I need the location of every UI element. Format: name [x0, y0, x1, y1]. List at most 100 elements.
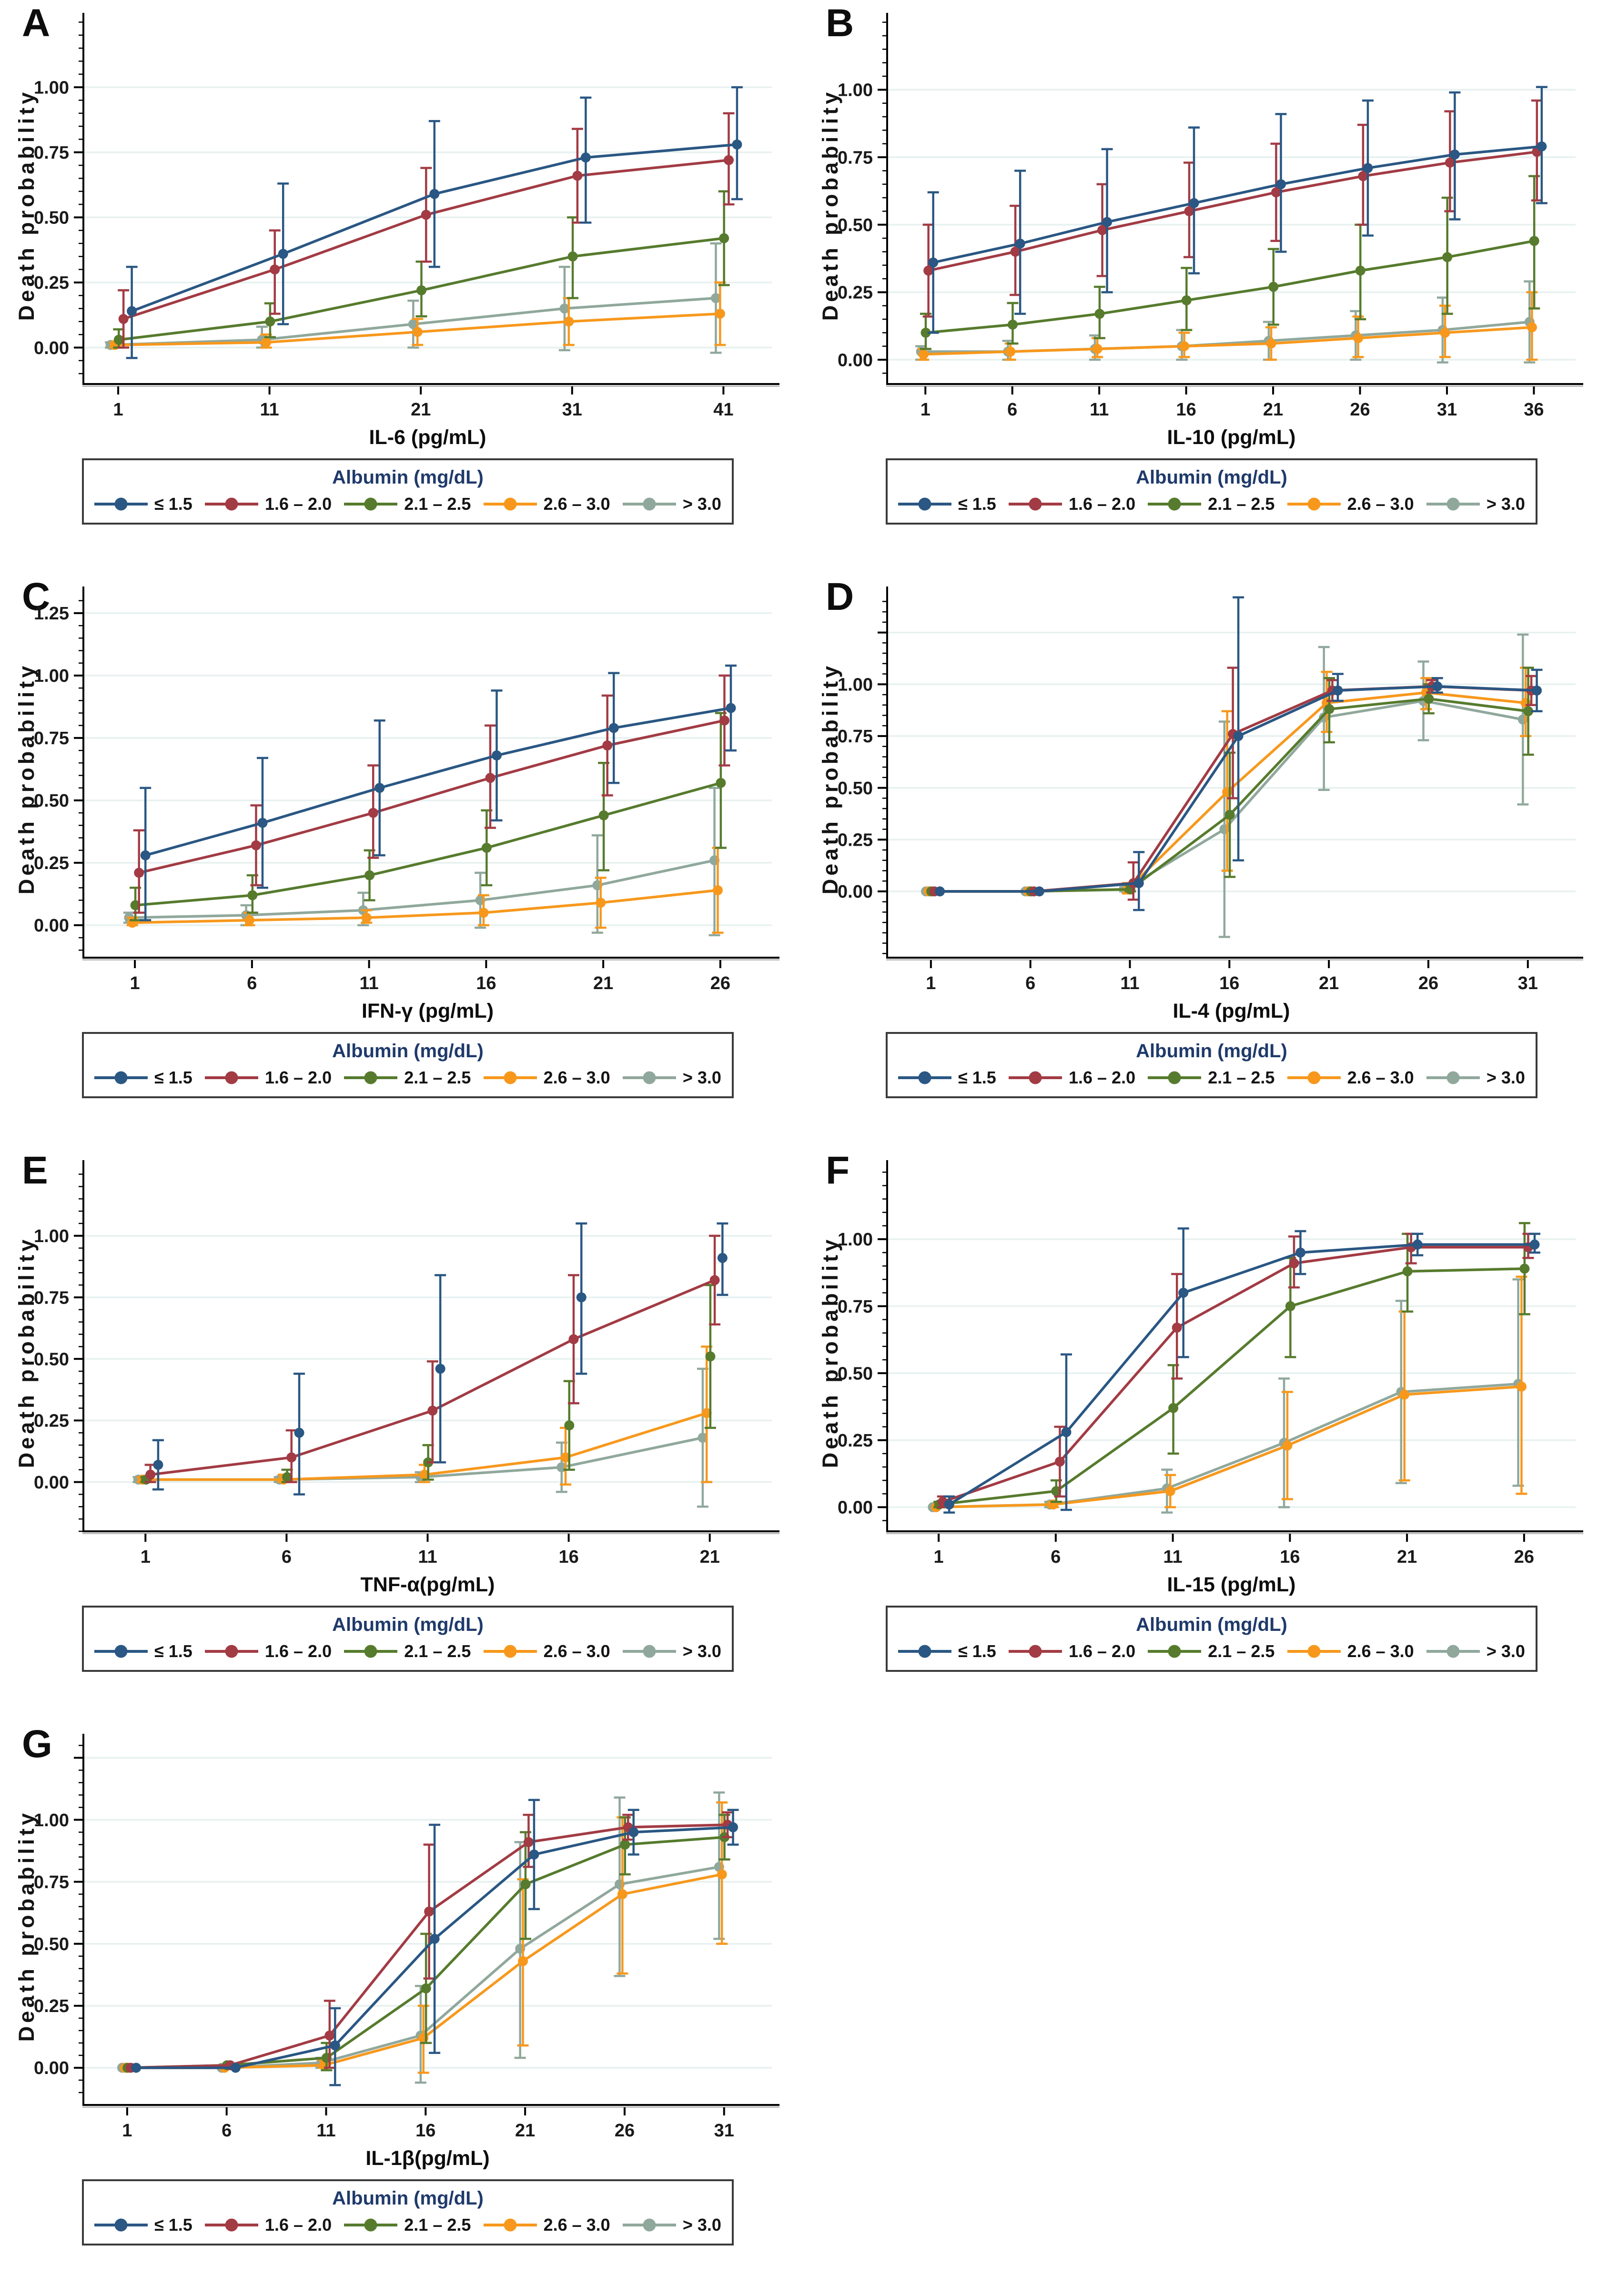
legend-line-marker-icon: [1287, 497, 1341, 511]
legend-box: Albumin (mg/dL) ≤ 1.5 1.6 – 2.0 2.1 – 2.5 2…: [886, 458, 1537, 525]
x-axis-title: IFN-γ (pg/mL): [362, 1000, 494, 1022]
panel-d: D Death probability 0.00 0.25 0.50 0.75 1.00…: [804, 574, 1608, 1147]
series-> 3.0: [132, 1367, 708, 1508]
legend-title: Albumin (mg/dL): [1136, 1041, 1287, 1062]
legend-item-label: > 3.0: [682, 1068, 721, 1087]
x-tick-label: 26: [1514, 1547, 1534, 1567]
x-tick-label: 16: [1219, 973, 1239, 993]
panel-f: F Death probability 0.00 0.25 0.50 0.75 1.00…: [804, 1147, 1608, 1721]
y-tick-label: 0.00: [838, 1498, 873, 1518]
x-tick-label: 11: [1163, 1547, 1183, 1567]
legend-item-label: 2.1 – 2.5: [404, 494, 471, 514]
x-axis-title: IL-6 (pg/mL): [369, 426, 486, 449]
x-tick-label: 31: [1518, 973, 1538, 993]
legend-item-1: 1.6 – 2.0: [204, 2215, 332, 2235]
plot-area-ifng: 0.000.250.500.751.001.251 6 11 16 21 26IFN-γ …: [34, 587, 779, 1022]
legend-line-marker-icon: [204, 1071, 258, 1084]
x-tick-label: 31: [714, 2121, 734, 2141]
legend-line-marker-icon: [898, 497, 951, 511]
legend-item-3: 2.6 – 3.0: [1287, 494, 1414, 514]
y-tick-label: 0.25: [34, 1411, 69, 1431]
x-tick-label: 1: [934, 1547, 944, 1567]
legend-item-label: 2.6 – 3.0: [1347, 494, 1414, 514]
legend-line-marker-icon: [1426, 1645, 1480, 1658]
legend-items: ≤ 1.5 1.6 – 2.0 2.1 – 2.5 2.6 – 3.0 > 3.0: [94, 494, 721, 514]
x-tick-label: 21: [1263, 400, 1283, 420]
x-tick-label: 11: [1120, 973, 1139, 993]
legend-items: ≤ 1.5 1.6 – 2.0 2.1 – 2.5 2.6 – 3.0 > 3.0: [898, 1641, 1525, 1661]
series-≤ 1.5: [140, 664, 737, 921]
x-tick-label: 6: [1025, 973, 1035, 993]
x-tick-label: 31: [562, 400, 582, 420]
x-tick-label: 1: [113, 400, 123, 420]
legend-item-label: 2.6 – 3.0: [1347, 1641, 1414, 1661]
y-tick-label: 0.75: [34, 1872, 69, 1892]
legend-item-2: 2.1 – 2.5: [344, 1068, 471, 1088]
legend-line-marker-icon: [344, 1071, 398, 1084]
x-axis-title: TNF-α(pg/mL): [361, 1573, 495, 1596]
series-2.1 – 2.5: [920, 175, 1540, 350]
legend-item-label: 2.6 – 3.0: [543, 1068, 610, 1087]
x-tick-label: 1: [926, 973, 936, 993]
x-tick-label: 6: [282, 1547, 292, 1567]
panel-f-label: F: [826, 1149, 850, 1192]
x-tick-label: 16: [558, 1547, 578, 1567]
y-tick-label: 0.75: [838, 148, 873, 168]
y-tick-label: 0.25: [34, 1996, 69, 2016]
legend-item-2: 2.1 – 2.5: [1148, 1641, 1274, 1661]
series-> 3.0: [123, 787, 720, 937]
x-tick-label: 6: [222, 2121, 232, 2141]
legend-title: Albumin (mg/dL): [1136, 467, 1287, 488]
legend-item-label: ≤ 1.5: [154, 494, 192, 514]
panel-g: G Death probability 0.00 0.25 0.50 0.75 1.00…: [0, 1721, 804, 2295]
plot-area-il1b: 0.000.250.500.751.001 6 11 16 21 26 31IL-1β(pg…: [34, 1734, 779, 2170]
y-tick-label: 1.00: [838, 675, 873, 695]
y-tick-label: 0.75: [838, 1297, 873, 1317]
x-tick-label: 36: [1524, 400, 1544, 420]
x-tick-label: 41: [713, 400, 733, 420]
series-≤ 1.5: [152, 1222, 728, 1496]
legend-title: Albumin (mg/dL): [332, 2188, 484, 2209]
legend-item-label: 1.6 – 2.0: [264, 2215, 332, 2235]
legend-title: Albumin (mg/dL): [332, 1614, 484, 1635]
legend-line-marker-icon: [622, 497, 676, 511]
panel-c-label: C: [22, 575, 51, 618]
y-tick-label: 0.50: [34, 208, 69, 228]
panel-a-label: A: [22, 1, 51, 45]
y-tick-label: 1.00: [34, 78, 69, 98]
series-2.1 – 2.5: [113, 190, 730, 349]
y-tick-label: 0.00: [34, 1473, 69, 1493]
x-tick-label: 1: [122, 2121, 132, 2141]
series-≤ 1.5: [927, 86, 1547, 334]
legend-item-3: 2.6 – 3.0: [483, 494, 610, 514]
legend-line-marker-icon: [483, 2218, 537, 2232]
legend-item-label: 2.1 – 2.5: [404, 2215, 471, 2235]
legend-item-label: 1.6 – 2.0: [1068, 494, 1136, 514]
y-tick-label: 0.00: [838, 882, 873, 902]
panel-d-label: D: [826, 575, 854, 618]
legend-box: Albumin (mg/dL) ≤ 1.5 1.6 – 2.0 2.1 – 2.5 2…: [82, 2179, 734, 2245]
panel-a: A Death probability 0.00 0.25 0.50 0.75 1.00…: [0, 0, 804, 574]
legend-item-label: 1.6 – 2.0: [264, 1641, 332, 1661]
x-tick-label: 16: [415, 2121, 435, 2141]
legend-item-4: > 3.0: [622, 494, 721, 514]
legend-item-4: > 3.0: [622, 2215, 721, 2235]
legend-line-marker-icon: [1426, 1071, 1480, 1084]
legend-item-1: 1.6 – 2.0: [204, 1068, 332, 1088]
y-tick-label: 0.50: [838, 1364, 873, 1384]
legend-item-label: 1.6 – 2.0: [1068, 1068, 1136, 1087]
legend-item-label: 1.6 – 2.0: [1068, 1641, 1136, 1661]
legend-line-marker-icon: [1287, 1071, 1341, 1084]
legend-item-4: > 3.0: [1426, 1068, 1525, 1088]
series-2.1 – 2.5: [140, 1284, 716, 1485]
legend-line-marker-icon: [1008, 1645, 1062, 1658]
x-tick-label: 21: [515, 2121, 535, 2141]
legend-item-0: ≤ 1.5: [898, 1068, 996, 1088]
legend-line-marker-icon: [622, 1645, 676, 1658]
y-tick-label: 0.00: [34, 916, 69, 936]
legend-box: Albumin (mg/dL) ≤ 1.5 1.6 – 2.0 2.1 – 2.5 2…: [886, 1032, 1537, 1098]
legend-item-label: > 3.0: [1486, 1068, 1525, 1087]
x-axis-title: IL-15 (pg/mL): [1167, 1573, 1296, 1596]
